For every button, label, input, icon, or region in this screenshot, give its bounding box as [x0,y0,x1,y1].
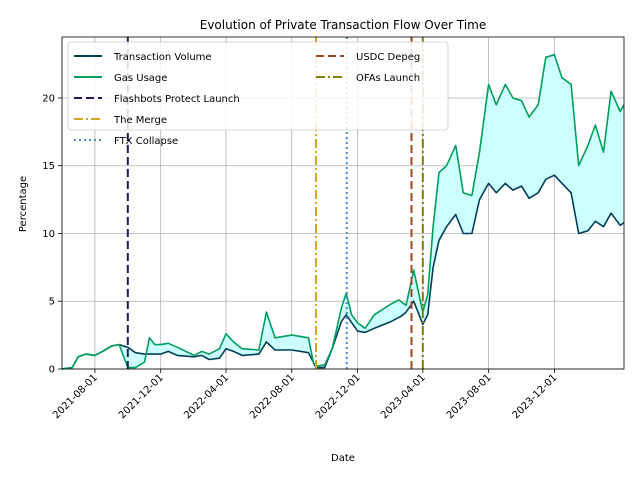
legend-label: Transaction Volume [113,52,212,63]
series-line-transaction-volume [61,174,625,370]
legend-label: USDC Depeg [356,52,420,63]
legend-label: The Merge [113,115,167,126]
legend-label: OFAs Launch [356,73,420,84]
series-line-gas-usage [61,53,625,370]
legend-label: Gas Usage [114,73,167,84]
y-tick-label: 0 [49,365,55,376]
y-tick-label: 15 [42,161,55,172]
legend-label: FTX Collapse [114,136,178,147]
y-tick-label: 5 [49,297,55,308]
legend: Transaction Volume Gas Usage Flashbots Pro… [67,41,449,147]
y-tick-label: 10 [42,229,55,240]
fill-between-area [62,54,624,369]
chart-title: Evolution of Private Transaction Flow Ov… [200,18,487,32]
legend-label: Flashbots Protect Launch [114,94,240,105]
y-axis-label: Percentage [18,176,29,232]
plot-frame [61,36,625,370]
y-tick-label: 20 [42,93,55,104]
x-axis-label: Date [331,453,355,464]
legend-box [67,41,449,131]
